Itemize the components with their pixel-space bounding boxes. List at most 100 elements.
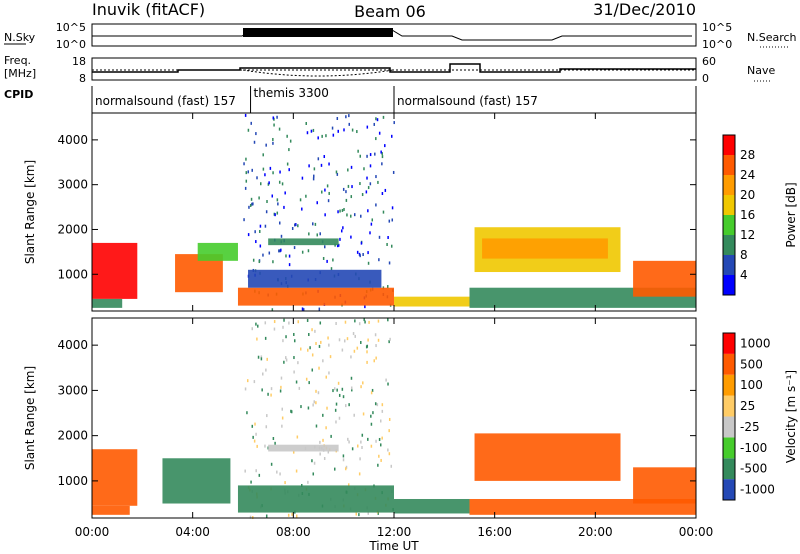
echo-region	[92, 505, 130, 515]
scatter-pixel	[375, 117, 377, 121]
echo-region	[633, 467, 696, 504]
scatter-pixel	[366, 176, 368, 180]
scatter-pixel	[366, 154, 368, 158]
colorbar-cell	[723, 458, 735, 480]
x-tick-label: 00:00	[75, 525, 110, 539]
scatter-pixel	[260, 182, 262, 186]
cpid-segment-label: normalsound (fast) 157	[397, 94, 538, 108]
scatter-pixel	[371, 388, 374, 392]
scatter-pixel	[350, 214, 352, 218]
scatter-pixel	[265, 143, 267, 147]
nsearch-tick-low: 10^0	[702, 38, 732, 51]
scatter-pixel	[325, 134, 327, 138]
scatter-pixel	[345, 190, 347, 194]
scatter-pixel	[342, 395, 345, 399]
x-tick-label: 16:00	[477, 525, 512, 539]
scatter-pixel	[283, 205, 285, 209]
scatter-pixel	[285, 335, 287, 339]
scatter-pixel	[337, 243, 340, 247]
scatter-pixel	[359, 254, 361, 258]
scatter-pixel	[322, 359, 324, 363]
scatter-pixel	[290, 409, 292, 413]
scatter-pixel	[370, 222, 373, 226]
scatter-pixel	[388, 452, 391, 456]
scatter-pixel	[370, 414, 372, 418]
scatter-pixel	[256, 444, 258, 448]
colorbar-cell	[723, 215, 735, 235]
scatter-pixel	[381, 409, 384, 413]
scatter-pixel	[313, 461, 316, 465]
scatter-pixel	[360, 214, 362, 218]
scatter-pixel	[354, 334, 356, 338]
scatter-pixel	[363, 167, 365, 171]
cpid-label: CPID	[4, 88, 33, 101]
scatter-pixel	[287, 513, 290, 517]
scatter-pixel	[246, 411, 248, 415]
scatter-pixel	[346, 213, 348, 217]
colorbar-tick: -500	[740, 462, 767, 476]
colorbar-title: Power [dB]	[784, 182, 798, 247]
scatter-pixel	[370, 422, 373, 426]
scatter-pixel	[358, 322, 361, 326]
scatter-pixel	[311, 459, 313, 463]
scatter-pixel	[272, 260, 274, 264]
scatter-pixel	[317, 391, 320, 395]
y-tick-label: 2000	[57, 222, 88, 236]
scatter-pixel	[320, 340, 322, 344]
echo-region	[633, 260, 696, 297]
scatter-pixel	[288, 168, 290, 172]
scatter-pixel	[306, 318, 309, 322]
scatter-pixel	[254, 422, 256, 426]
scatter-pixel	[247, 233, 250, 237]
scatter-pixel	[352, 332, 355, 336]
scatter-pixel	[322, 413, 324, 417]
scatter-pixel	[381, 403, 384, 407]
scatter-pixel	[369, 164, 372, 168]
scatter-pixel	[244, 113, 247, 117]
colorbar-cell	[723, 175, 735, 195]
colorbar-cell	[723, 353, 735, 375]
scatter-pixel	[350, 386, 353, 390]
scatter-pixel	[307, 480, 309, 484]
scatter-pixel	[310, 129, 313, 133]
nsearch-tick-high: 10^5	[702, 21, 732, 34]
scatter-pixel	[384, 188, 387, 192]
nsky-label: N.Sky	[4, 31, 36, 44]
scatter-pixel	[288, 321, 290, 325]
scatter-pixel	[276, 115, 278, 119]
scatter-pixel	[313, 167, 316, 171]
scatter-pixel	[377, 180, 379, 184]
nsky-tick-high: 10^5	[56, 21, 86, 34]
scatter-pixel	[311, 353, 314, 357]
echo-region	[92, 449, 138, 506]
scatter-pixel	[328, 191, 330, 195]
scatter-pixel	[378, 131, 381, 135]
scatter-pixel	[380, 150, 382, 154]
y-tick-label: 1000	[57, 267, 88, 281]
scatter-pixel	[315, 424, 318, 428]
scatter-pixel	[245, 179, 248, 183]
scatter-pixel	[265, 425, 268, 429]
scatter-pixel	[393, 121, 395, 125]
scatter-pixel	[324, 213, 326, 217]
x-tick-label: 08:00	[276, 525, 311, 539]
scatter-pixel	[333, 387, 336, 391]
scatter-pixel	[350, 355, 352, 359]
scatter-pixel	[315, 389, 317, 393]
scatter-pixel	[317, 136, 319, 140]
scatter-pixel	[350, 195, 353, 199]
scatter-pixel	[319, 440, 321, 444]
scatter-pixel	[305, 194, 307, 198]
nave-dip	[242, 69, 394, 77]
scatter-pixel	[314, 329, 316, 333]
y-tick-label: 3000	[57, 178, 88, 192]
scatter-pixel	[267, 182, 270, 186]
scatter-pixel	[365, 345, 368, 349]
scatter-pixel	[255, 240, 257, 244]
scatter-pixel	[278, 249, 280, 253]
scatter-pixel	[322, 438, 324, 442]
scatter-pixel	[342, 458, 345, 462]
scatter-pixel	[270, 393, 272, 397]
scatter-pixel	[276, 470, 278, 474]
scatter-pixel	[270, 387, 273, 391]
